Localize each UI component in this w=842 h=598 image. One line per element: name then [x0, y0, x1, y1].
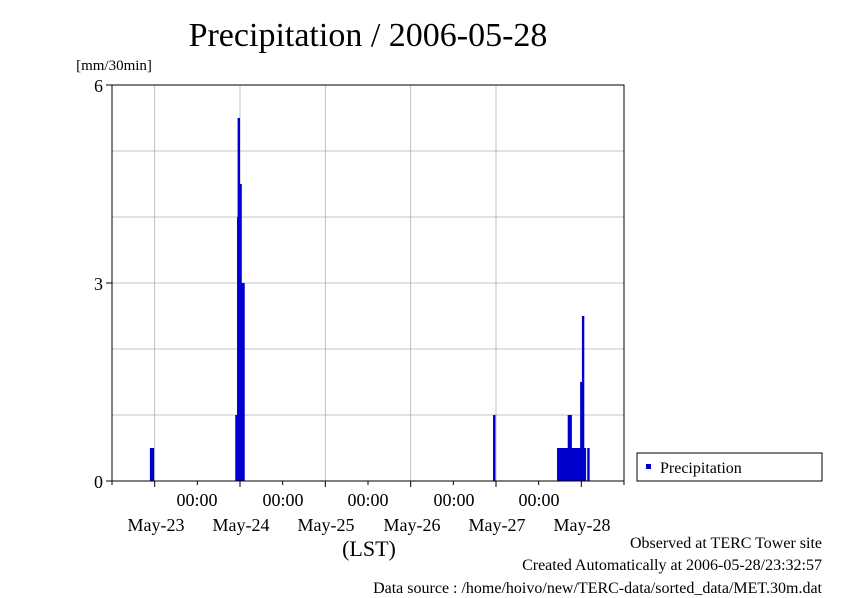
x-date-label: May-23: [128, 515, 185, 535]
precipitation-bar: [583, 448, 587, 481]
precipitation-bar: [562, 448, 565, 481]
x-axis-title: (LST): [342, 536, 396, 561]
precipitation-bar: [560, 448, 563, 481]
precipitation-bar: [242, 283, 245, 481]
precipitation-bar: [565, 448, 569, 481]
precipitation-bar: [587, 448, 590, 481]
precipitation-bar: [558, 448, 562, 481]
precipitation-bars: [149, 118, 590, 481]
x-date-label: May-28: [554, 515, 611, 535]
x-time-label: 00:00: [176, 490, 217, 510]
precipitation-bar: [557, 448, 560, 481]
legend-label: Precipitation: [660, 460, 742, 477]
precipitation-bar: [571, 448, 574, 481]
plot-frame: [111, 84, 625, 482]
x-date-label: May-27: [469, 515, 526, 535]
legend-marker: [646, 464, 651, 469]
precipitation-bar: [581, 316, 585, 481]
x-date-label: May-26: [384, 515, 441, 535]
precipitation-bar: [493, 415, 496, 481]
precipitation-bar: [569, 415, 572, 481]
gridlines: [106, 84, 625, 487]
x-axis-labels: 00:00 00:00 00:00 00:00 00:00 May-23 May…: [128, 490, 611, 561]
precipitation-bar: [578, 448, 581, 481]
precipitation-bar: [151, 448, 155, 481]
y-tick-label-3: 3: [94, 274, 103, 294]
footer-observed: Observed at TERC Tower site: [629, 535, 822, 552]
y-tick-label-6: 6: [94, 76, 103, 96]
x-time-label: 00:00: [347, 490, 388, 510]
chart-title: Precipitation / 2006-05-28: [189, 17, 548, 54]
x-time-label: 00:00: [262, 490, 303, 510]
x-time-label: 00:00: [433, 490, 474, 510]
footer-source: Data source : /home/hoivo/new/TERC-data/…: [373, 580, 822, 597]
x-date-label: May-24: [213, 515, 270, 535]
precipitation-bar: [149, 448, 153, 481]
y-axis-unit-label: [mm/30min]: [76, 58, 152, 74]
precipitation-bar: [580, 382, 583, 481]
precipitation-bar: [240, 283, 243, 481]
x-date-label: May-25: [298, 515, 355, 535]
footer-created: Created Automatically at 2006-05-28/23:3…: [522, 557, 822, 574]
legend: Precipitation: [636, 452, 823, 482]
x-time-label: 00:00: [518, 490, 559, 510]
precipitation-bar: [567, 415, 571, 481]
y-axis-ticks: 0 3 6: [94, 76, 103, 492]
legend-box: [636, 452, 823, 482]
precipitation-bar: [573, 448, 576, 481]
precipitation-bar: [564, 448, 567, 481]
precipitation-bar: [576, 448, 579, 481]
precipitation-bar: [235, 415, 238, 481]
precipitation-bar: [574, 448, 578, 481]
y-tick-label-0: 0: [94, 472, 103, 492]
